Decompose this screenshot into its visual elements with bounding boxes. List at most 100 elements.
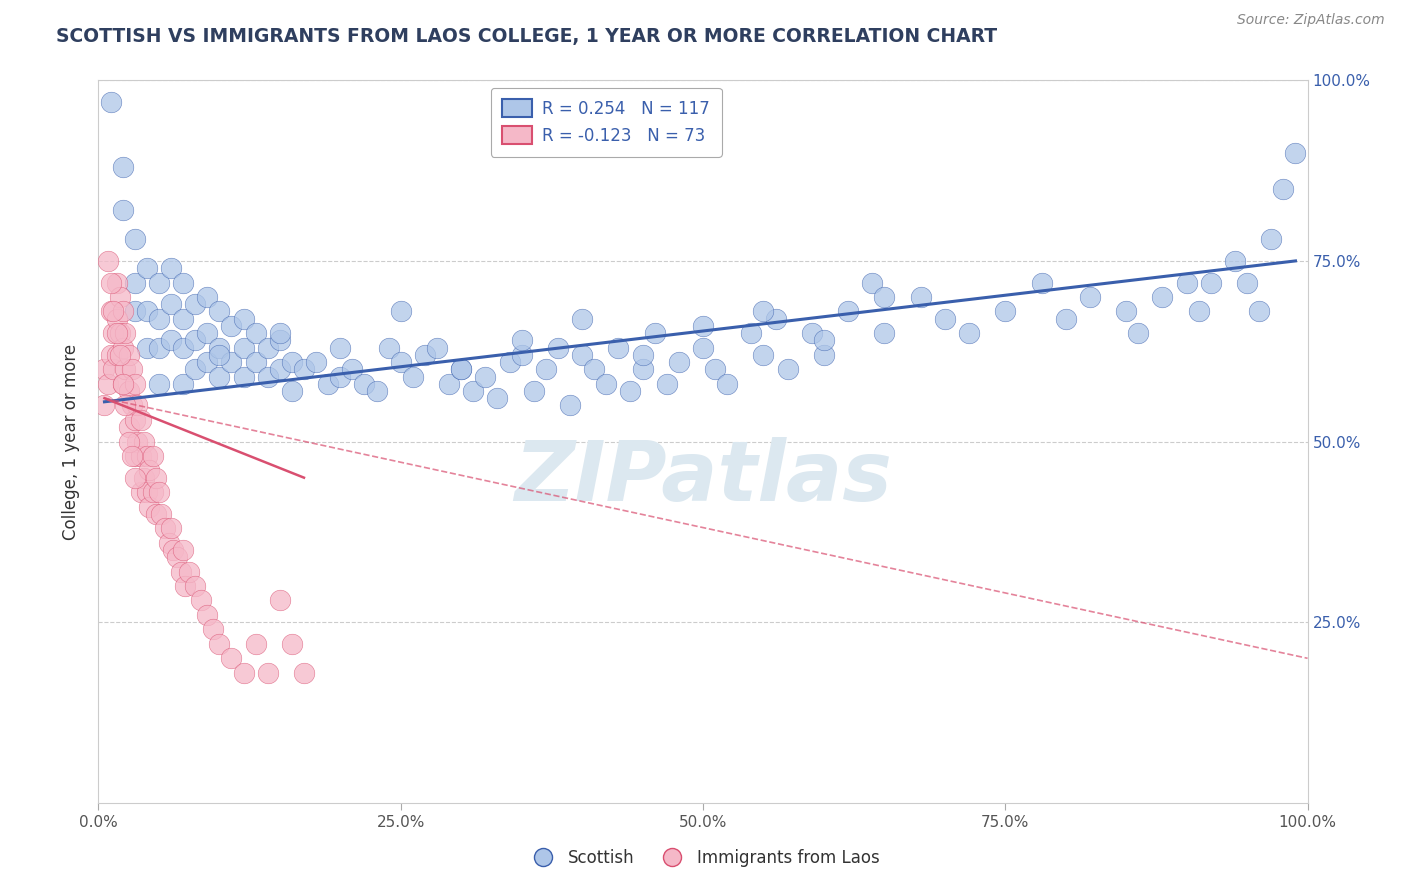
Point: [1152, 290, 1174, 304]
Point: [184, 362, 207, 376]
Point: [498, 355, 520, 369]
Point: [202, 623, 225, 637]
Point: [269, 593, 291, 607]
Point: [124, 276, 146, 290]
Point: [305, 355, 328, 369]
Point: [135, 341, 157, 355]
Point: [256, 341, 278, 355]
Point: [121, 449, 143, 463]
Point: [124, 470, 146, 484]
Point: [571, 311, 593, 326]
Point: [232, 311, 254, 326]
Point: [138, 500, 160, 514]
Point: [232, 665, 254, 680]
Point: [129, 413, 152, 427]
Point: [450, 362, 472, 376]
Point: [142, 485, 165, 500]
Point: [134, 470, 156, 484]
Point: [281, 384, 304, 398]
Point: [873, 326, 896, 340]
Point: [221, 355, 243, 369]
Point: [208, 369, 231, 384]
Point: [474, 369, 496, 384]
Point: [510, 348, 533, 362]
Point: [148, 376, 170, 391]
Point: [269, 362, 291, 376]
Point: [105, 311, 128, 326]
Point: [752, 304, 775, 318]
Point: [142, 449, 165, 463]
Point: [129, 449, 152, 463]
Point: [208, 348, 231, 362]
Point: [571, 348, 593, 362]
Point: [1188, 304, 1211, 318]
Point: [195, 355, 218, 369]
Point: [111, 203, 134, 218]
Point: [160, 297, 183, 311]
Point: [413, 348, 436, 362]
Point: [256, 369, 278, 384]
Point: [619, 384, 641, 398]
Point: [160, 261, 183, 276]
Point: [547, 341, 569, 355]
Point: [111, 376, 134, 391]
Point: [281, 355, 304, 369]
Point: [100, 276, 122, 290]
Point: [765, 311, 787, 326]
Point: [1128, 326, 1150, 340]
Point: [607, 341, 630, 355]
Point: [148, 311, 170, 326]
Point: [184, 297, 207, 311]
Point: [957, 326, 980, 340]
Point: [558, 398, 581, 412]
Point: [860, 276, 883, 290]
Point: [281, 637, 304, 651]
Point: [97, 253, 120, 268]
Point: [1249, 304, 1271, 318]
Point: [179, 565, 201, 579]
Point: [221, 651, 243, 665]
Point: [172, 376, 194, 391]
Point: [105, 276, 128, 290]
Point: [583, 362, 606, 376]
Point: [316, 376, 339, 391]
Point: [245, 355, 267, 369]
Point: [124, 449, 146, 463]
Point: [105, 326, 128, 340]
Point: [389, 355, 412, 369]
Point: [172, 276, 194, 290]
Point: [437, 376, 460, 391]
Point: [1199, 276, 1222, 290]
Point: [93, 398, 115, 412]
Point: [195, 326, 218, 340]
Point: [150, 507, 173, 521]
Point: [692, 318, 714, 333]
Point: [127, 398, 149, 412]
Point: [1236, 276, 1258, 290]
Point: [97, 376, 120, 391]
Point: [1260, 232, 1282, 246]
Point: [108, 348, 131, 362]
Point: [1284, 145, 1306, 160]
Point: [631, 348, 654, 362]
Point: [138, 463, 160, 477]
Point: [184, 579, 207, 593]
Point: [111, 160, 134, 174]
Point: [837, 304, 859, 318]
Point: [450, 362, 472, 376]
Point: [692, 341, 714, 355]
Point: [523, 384, 546, 398]
Point: [114, 362, 136, 376]
Point: [389, 304, 412, 318]
Point: [221, 318, 243, 333]
Point: [1223, 253, 1246, 268]
Point: [269, 326, 291, 340]
Point: [1115, 304, 1137, 318]
Point: [510, 334, 533, 348]
Point: [162, 542, 184, 557]
Point: [118, 420, 141, 434]
Point: [129, 485, 152, 500]
Point: [1054, 311, 1077, 326]
Point: [534, 362, 557, 376]
Point: [716, 376, 738, 391]
